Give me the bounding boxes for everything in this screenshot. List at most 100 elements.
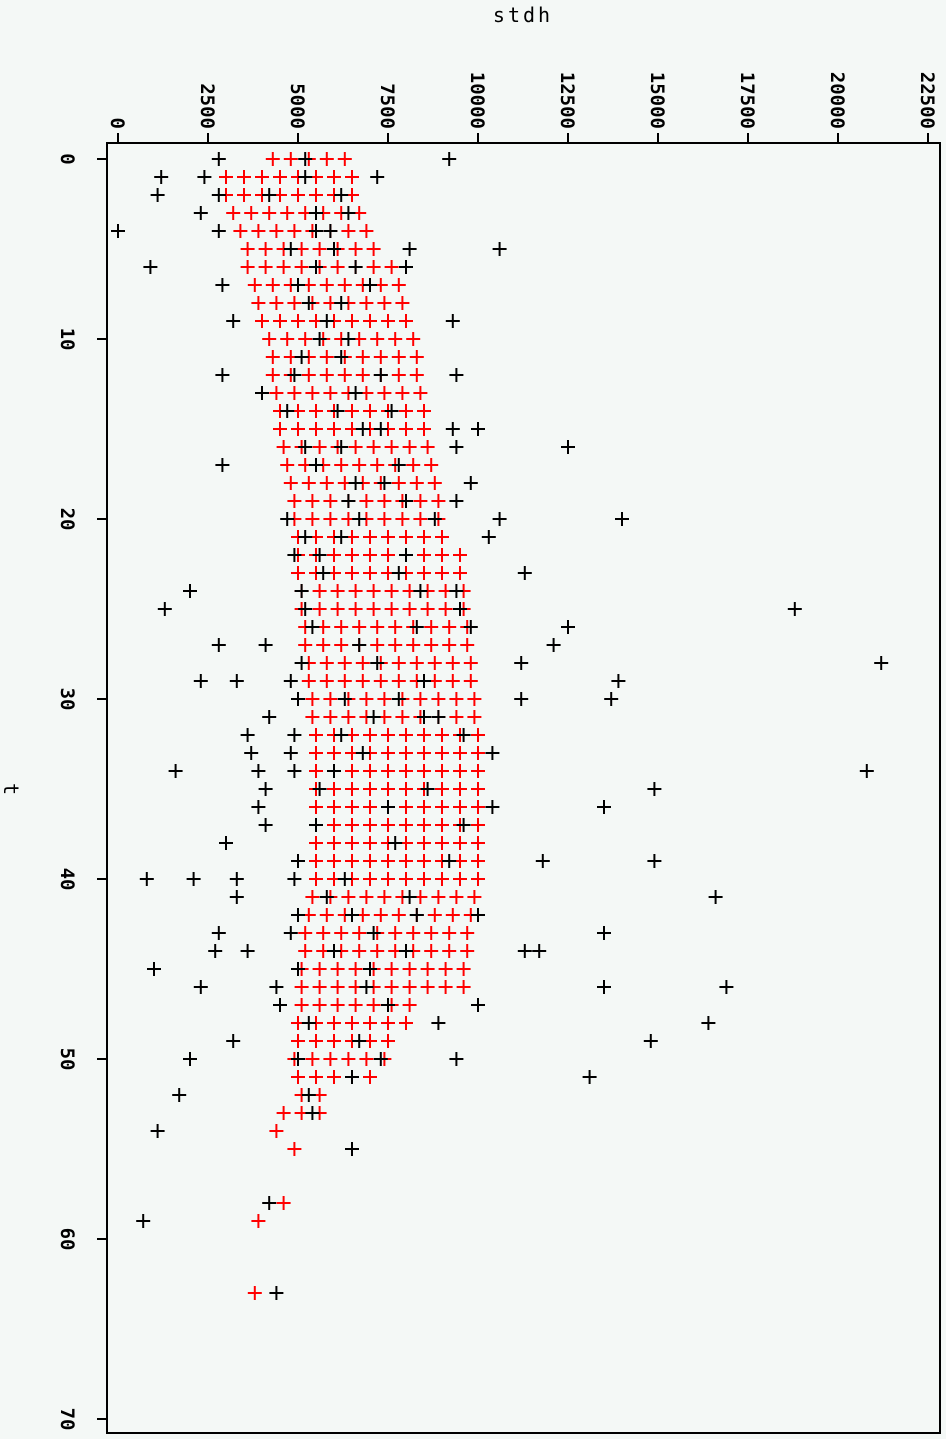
red-point bbox=[424, 638, 439, 652]
red-point bbox=[309, 872, 323, 886]
red-point bbox=[417, 818, 431, 832]
black-point bbox=[561, 620, 575, 634]
black-point bbox=[388, 836, 403, 850]
black-point bbox=[445, 314, 460, 328]
red-point bbox=[413, 494, 428, 508]
black-point bbox=[139, 872, 154, 886]
y-tick-label: 20000 bbox=[826, 72, 848, 129]
red-point bbox=[399, 422, 413, 436]
red-point bbox=[427, 908, 442, 922]
red-point bbox=[352, 458, 367, 472]
red-point bbox=[435, 872, 449, 886]
black-point bbox=[327, 944, 341, 958]
red-point bbox=[258, 242, 273, 256]
black-point bbox=[345, 908, 359, 922]
black-point bbox=[471, 998, 485, 1012]
black-point bbox=[226, 1034, 241, 1048]
black-point bbox=[561, 440, 575, 454]
red-point bbox=[453, 800, 467, 814]
black-point bbox=[287, 728, 302, 742]
black-point bbox=[449, 440, 464, 454]
black-point bbox=[409, 908, 424, 922]
red-point bbox=[265, 278, 280, 292]
black-point bbox=[291, 1052, 305, 1066]
black-point bbox=[481, 530, 496, 544]
red-point bbox=[262, 332, 277, 346]
black-point bbox=[417, 710, 431, 724]
red-point bbox=[291, 314, 305, 328]
red-point bbox=[276, 260, 291, 274]
red-point bbox=[330, 584, 345, 598]
red-point bbox=[391, 656, 406, 670]
red-point bbox=[442, 620, 457, 634]
red-point bbox=[424, 458, 439, 472]
red-point bbox=[363, 548, 377, 562]
red-point bbox=[399, 782, 413, 796]
red-point bbox=[319, 350, 334, 364]
red-point bbox=[287, 296, 302, 310]
red-point bbox=[399, 404, 413, 418]
red-point bbox=[226, 206, 241, 220]
red-point bbox=[384, 584, 399, 598]
black-point bbox=[453, 602, 467, 616]
black-point bbox=[456, 728, 471, 742]
red-point bbox=[352, 944, 367, 958]
x-tick-label: 30 bbox=[56, 688, 78, 711]
red-point bbox=[409, 476, 424, 490]
black-point bbox=[291, 278, 305, 292]
black-point bbox=[323, 224, 338, 238]
red-point bbox=[330, 998, 345, 1012]
black-point bbox=[391, 458, 406, 472]
red-point bbox=[391, 476, 406, 490]
red-point bbox=[355, 350, 370, 364]
red-point bbox=[359, 494, 374, 508]
red-point bbox=[431, 494, 446, 508]
black-point bbox=[345, 1142, 359, 1156]
red-point bbox=[363, 1070, 377, 1084]
red-point bbox=[445, 908, 460, 922]
red-point bbox=[240, 242, 255, 256]
y-tick-label: 22500 bbox=[916, 72, 938, 129]
red-point bbox=[463, 656, 478, 670]
black-point bbox=[157, 602, 172, 616]
red-point bbox=[453, 566, 467, 580]
red-point bbox=[384, 962, 399, 976]
red-point bbox=[366, 584, 381, 598]
x-tick-label: 10 bbox=[56, 328, 78, 351]
red-point bbox=[420, 440, 435, 454]
black-point bbox=[442, 854, 457, 868]
black-point bbox=[283, 926, 298, 940]
red-point bbox=[402, 602, 417, 616]
black-point bbox=[370, 656, 385, 670]
red-point bbox=[377, 386, 392, 400]
black-point bbox=[485, 800, 500, 814]
red-point bbox=[359, 296, 374, 310]
black-point bbox=[445, 422, 460, 436]
black-point bbox=[301, 1088, 316, 1102]
black-point bbox=[719, 980, 734, 994]
red-point bbox=[413, 512, 428, 526]
black-point bbox=[402, 242, 417, 256]
black-point bbox=[154, 170, 169, 184]
red-point bbox=[327, 1070, 341, 1084]
red-point bbox=[381, 530, 395, 544]
black-point bbox=[449, 584, 464, 598]
red-point bbox=[319, 278, 334, 292]
red-point bbox=[309, 728, 323, 742]
black-point bbox=[294, 350, 309, 364]
red-point bbox=[453, 746, 467, 760]
y-tick-label: 10000 bbox=[466, 72, 488, 129]
red-point bbox=[327, 854, 341, 868]
red-point bbox=[305, 692, 320, 706]
red-point bbox=[471, 764, 485, 778]
black-point bbox=[291, 962, 305, 976]
red-point bbox=[435, 836, 449, 850]
red-point bbox=[399, 800, 413, 814]
black-point bbox=[229, 890, 244, 904]
red-point bbox=[384, 440, 399, 454]
black-point bbox=[283, 674, 298, 688]
x-tick-label: 20 bbox=[56, 508, 78, 531]
red-point bbox=[323, 692, 338, 706]
black-point bbox=[514, 656, 529, 670]
black-point bbox=[449, 494, 464, 508]
